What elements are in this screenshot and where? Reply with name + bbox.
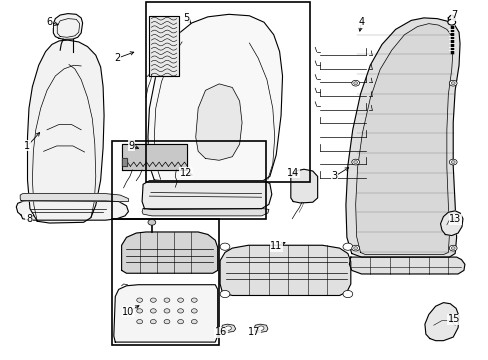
Text: 14: 14 [286, 168, 299, 178]
Circle shape [137, 309, 142, 313]
Circle shape [353, 82, 357, 85]
Polygon shape [424, 303, 458, 341]
Circle shape [177, 309, 183, 313]
Text: 4: 4 [358, 17, 364, 27]
Circle shape [163, 298, 169, 302]
Circle shape [450, 161, 454, 163]
Circle shape [191, 319, 197, 324]
Circle shape [177, 298, 183, 302]
Polygon shape [195, 84, 242, 160]
Circle shape [150, 309, 156, 313]
Polygon shape [221, 324, 235, 332]
Text: 5: 5 [183, 13, 189, 23]
Bar [146, 3, 310, 182]
Polygon shape [148, 14, 282, 181]
Circle shape [220, 291, 229, 298]
Circle shape [450, 247, 454, 249]
Text: 11: 11 [269, 241, 282, 251]
Text: 15: 15 [447, 314, 459, 324]
Polygon shape [220, 245, 350, 296]
Text: 13: 13 [448, 215, 460, 224]
Text: 8: 8 [26, 215, 32, 224]
Polygon shape [447, 15, 454, 21]
Bar [112, 220, 219, 345]
Text: 16: 16 [215, 327, 227, 337]
Circle shape [191, 309, 197, 313]
Polygon shape [20, 194, 128, 202]
Circle shape [448, 159, 456, 165]
Circle shape [163, 319, 169, 324]
Polygon shape [345, 18, 459, 257]
Circle shape [353, 161, 357, 163]
Circle shape [342, 243, 352, 250]
Polygon shape [122, 158, 127, 166]
Circle shape [447, 19, 455, 25]
Polygon shape [440, 211, 462, 235]
Polygon shape [122, 144, 186, 170]
Circle shape [177, 319, 183, 324]
Text: 3: 3 [331, 171, 337, 181]
Polygon shape [149, 16, 178, 76]
Text: 1: 1 [24, 141, 31, 151]
Polygon shape [122, 232, 217, 273]
Polygon shape [142, 181, 271, 210]
Text: 7: 7 [450, 10, 456, 20]
Circle shape [163, 309, 169, 313]
Circle shape [220, 243, 229, 250]
Circle shape [137, 298, 142, 302]
Text: 12: 12 [180, 168, 192, 178]
Polygon shape [142, 209, 268, 216]
Polygon shape [290, 169, 317, 203]
Circle shape [148, 220, 156, 225]
Polygon shape [355, 24, 452, 255]
Circle shape [450, 82, 454, 85]
Circle shape [448, 80, 456, 86]
Circle shape [150, 319, 156, 324]
Polygon shape [348, 257, 464, 274]
Circle shape [225, 326, 231, 330]
Polygon shape [53, 14, 82, 40]
Bar [112, 140, 266, 220]
Circle shape [258, 326, 264, 330]
Text: 9: 9 [128, 141, 134, 151]
Circle shape [137, 319, 142, 324]
Circle shape [351, 245, 359, 251]
Polygon shape [27, 40, 104, 223]
Text: 2: 2 [114, 53, 121, 63]
Circle shape [448, 245, 456, 251]
Circle shape [351, 159, 359, 165]
Polygon shape [114, 285, 217, 342]
Text: 17: 17 [247, 327, 260, 337]
Circle shape [191, 298, 197, 302]
Circle shape [150, 298, 156, 302]
Circle shape [351, 80, 359, 86]
Circle shape [342, 291, 352, 298]
Polygon shape [254, 324, 267, 332]
Text: 10: 10 [122, 307, 134, 317]
Text: 6: 6 [46, 17, 52, 27]
Circle shape [353, 247, 357, 249]
Polygon shape [16, 200, 128, 220]
